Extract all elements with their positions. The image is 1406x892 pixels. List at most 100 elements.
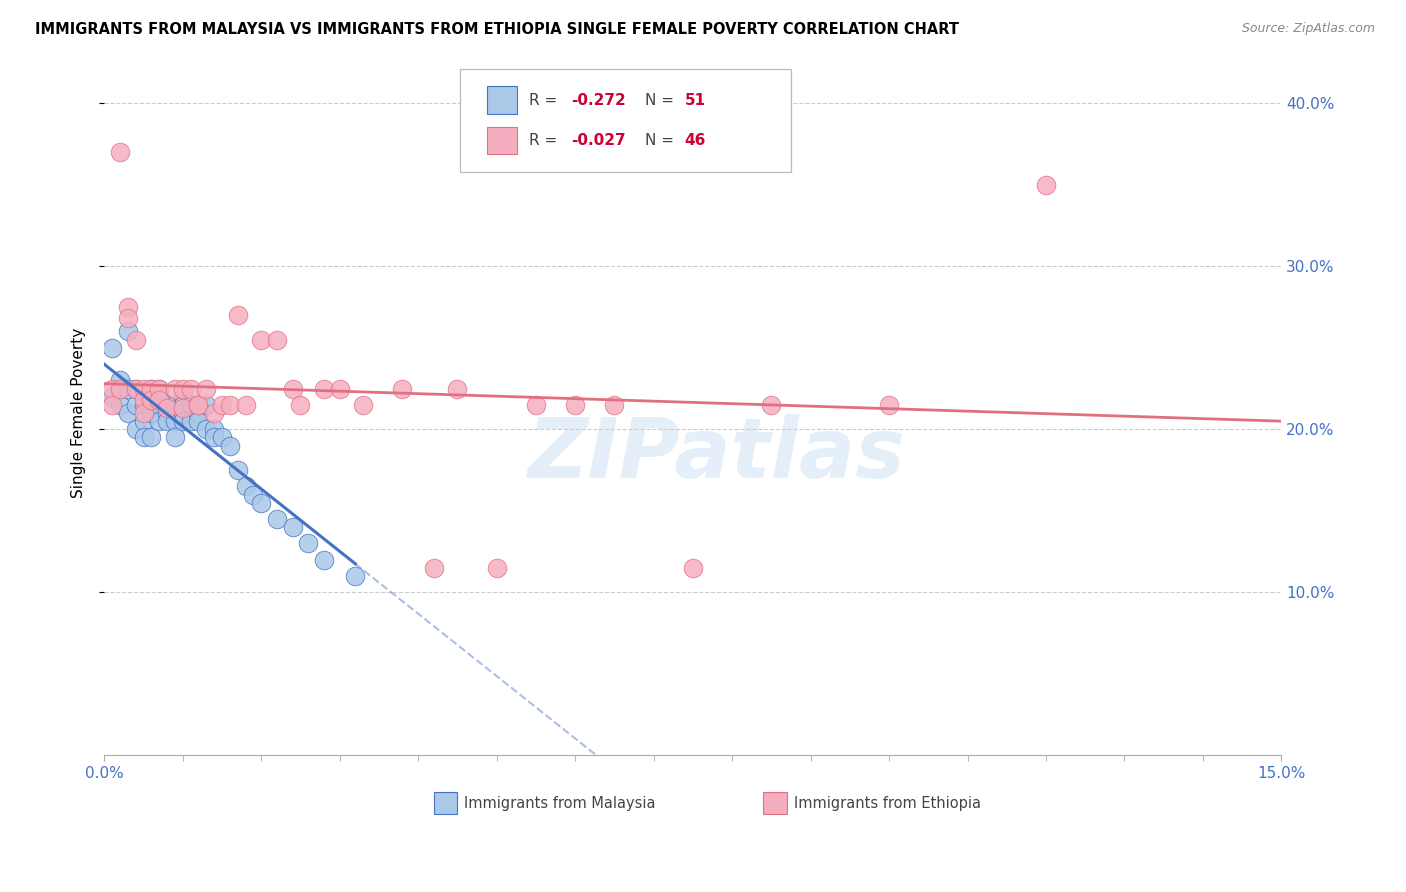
Point xyxy=(156,401,179,416)
Point xyxy=(132,382,155,396)
Point xyxy=(141,406,163,420)
Point xyxy=(141,398,163,412)
FancyBboxPatch shape xyxy=(486,87,517,113)
Point xyxy=(125,422,148,436)
Text: N =: N = xyxy=(644,133,679,148)
Text: R =: R = xyxy=(529,93,562,108)
Point xyxy=(281,520,304,534)
Point xyxy=(101,341,124,355)
Point xyxy=(172,398,194,412)
Point xyxy=(761,398,783,412)
Point xyxy=(312,553,335,567)
Point xyxy=(877,398,900,412)
Point xyxy=(148,398,170,412)
Point xyxy=(148,390,170,404)
Point xyxy=(250,496,273,510)
Point xyxy=(172,414,194,428)
Point xyxy=(218,398,240,412)
Point xyxy=(172,390,194,404)
Point xyxy=(187,398,209,412)
Point xyxy=(141,430,163,444)
Point xyxy=(163,398,186,412)
Point xyxy=(266,512,288,526)
Point xyxy=(297,536,319,550)
Point xyxy=(141,382,163,396)
Point xyxy=(218,439,240,453)
Point xyxy=(485,561,508,575)
Text: ZIPatlas: ZIPatlas xyxy=(527,414,905,495)
Point xyxy=(446,382,468,396)
Point xyxy=(125,382,148,396)
Point xyxy=(226,463,249,477)
Point xyxy=(242,487,264,501)
Point xyxy=(141,392,163,407)
Point xyxy=(132,398,155,412)
Point xyxy=(344,569,367,583)
Point xyxy=(682,561,704,575)
Point xyxy=(180,398,202,412)
FancyBboxPatch shape xyxy=(460,69,790,172)
Point xyxy=(148,414,170,428)
Point xyxy=(329,382,352,396)
Text: N =: N = xyxy=(644,93,679,108)
Text: Source: ZipAtlas.com: Source: ZipAtlas.com xyxy=(1241,22,1375,36)
Point xyxy=(163,414,186,428)
Point xyxy=(235,398,257,412)
Point xyxy=(211,398,233,412)
Text: Immigrants from Ethiopia: Immigrants from Ethiopia xyxy=(794,796,981,811)
Point xyxy=(125,382,148,396)
Point xyxy=(108,145,131,160)
Point xyxy=(202,406,225,420)
Point xyxy=(312,382,335,396)
Point xyxy=(117,382,139,396)
Point xyxy=(266,333,288,347)
Point xyxy=(132,430,155,444)
Point xyxy=(187,398,209,412)
Point xyxy=(187,406,209,420)
Point xyxy=(156,398,179,412)
Point xyxy=(132,390,155,404)
Point xyxy=(117,406,139,420)
FancyBboxPatch shape xyxy=(763,792,787,814)
Point xyxy=(108,373,131,387)
Point xyxy=(195,398,218,412)
Point xyxy=(202,422,225,436)
Point xyxy=(163,430,186,444)
Point xyxy=(172,401,194,416)
Point xyxy=(117,300,139,314)
Point xyxy=(187,414,209,428)
Point xyxy=(281,382,304,396)
Point xyxy=(195,382,218,396)
Point xyxy=(603,398,626,412)
FancyBboxPatch shape xyxy=(486,127,517,154)
Point xyxy=(226,308,249,322)
Point xyxy=(1035,178,1057,192)
Point xyxy=(391,382,413,396)
Point xyxy=(132,406,155,420)
Point xyxy=(132,414,155,428)
Point xyxy=(101,382,124,396)
Point xyxy=(564,398,586,412)
Point xyxy=(250,333,273,347)
Point xyxy=(172,382,194,396)
Text: -0.272: -0.272 xyxy=(572,93,626,108)
Text: R =: R = xyxy=(529,133,562,148)
Point xyxy=(195,422,218,436)
Point xyxy=(101,390,124,404)
Point xyxy=(108,382,131,396)
FancyBboxPatch shape xyxy=(434,792,457,814)
Point xyxy=(156,406,179,420)
Text: 46: 46 xyxy=(685,133,706,148)
Point xyxy=(117,325,139,339)
Point xyxy=(202,430,225,444)
Point xyxy=(180,414,202,428)
Text: IMMIGRANTS FROM MALAYSIA VS IMMIGRANTS FROM ETHIOPIA SINGLE FEMALE POVERTY CORRE: IMMIGRANTS FROM MALAYSIA VS IMMIGRANTS F… xyxy=(35,22,959,37)
Point xyxy=(423,561,446,575)
Point xyxy=(290,398,312,412)
Point xyxy=(132,392,155,407)
Point xyxy=(235,479,257,493)
Point xyxy=(524,398,547,412)
Point xyxy=(148,392,170,407)
Point xyxy=(172,406,194,420)
Point xyxy=(211,430,233,444)
